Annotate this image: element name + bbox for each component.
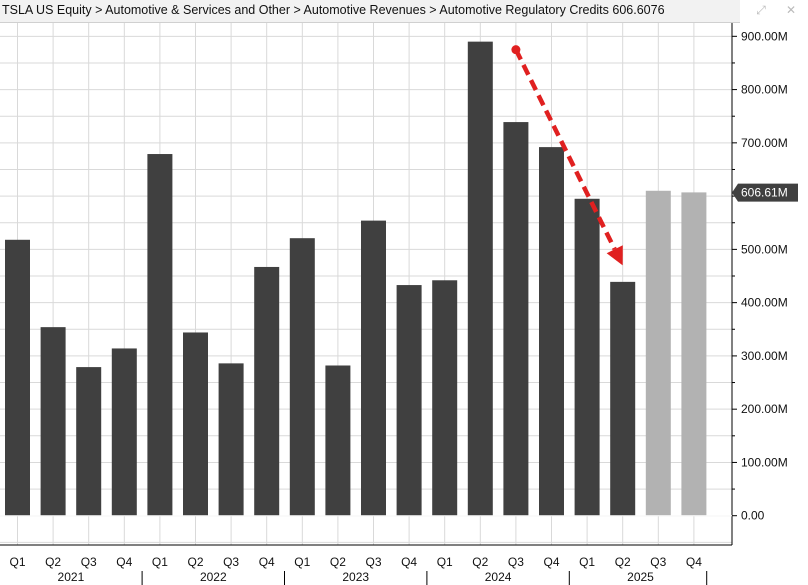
x-tick-label: Q1 (294, 555, 310, 569)
last-value-label: 606.61M (741, 186, 788, 200)
year-label: 2023 (342, 570, 369, 584)
year-label: 2022 (200, 570, 227, 584)
y-tick-label: 0.00 (741, 509, 765, 523)
bar (147, 154, 173, 516)
y-tick-label: 800.00M (741, 83, 788, 97)
x-tick-label: Q3 (81, 555, 97, 569)
x-tick-label: Q4 (686, 555, 702, 569)
bar (467, 41, 493, 516)
x-tick-label: Q4 (401, 555, 417, 569)
bar (539, 147, 564, 516)
y-tick-label: 300.00M (741, 349, 788, 363)
bar (396, 285, 422, 516)
x-tick-label: Q1 (152, 555, 168, 569)
bar (40, 327, 66, 516)
bar (432, 280, 458, 516)
y-tick-label: 700.00M (741, 136, 788, 150)
x-tick-label: Q3 (223, 555, 239, 569)
x-tick-label: Q1 (437, 555, 453, 569)
x-tick-label: Q1 (579, 555, 595, 569)
bar (503, 122, 529, 516)
bar (76, 367, 102, 516)
x-tick-label: Q2 (472, 555, 488, 569)
year-label: 2024 (485, 570, 512, 584)
y-tick-label: 400.00M (741, 296, 788, 310)
chart-title: TSLA US Equity > Automotive & Services a… (2, 3, 665, 17)
y-tick-label: 200.00M (741, 402, 788, 416)
x-tick-label: Q3 (508, 555, 524, 569)
year-label: 2025 (627, 570, 654, 584)
chart-title-bar: TSLA US Equity > Automotive & Services a… (0, 0, 796, 23)
bar (218, 363, 244, 516)
x-tick-label: Q2 (45, 555, 61, 569)
x-tick-label: Q2 (615, 555, 631, 569)
close-icon[interactable]: ✕ (785, 3, 797, 17)
y-tick-label: 900.00M (741, 29, 788, 43)
x-tick-label: Q4 (116, 555, 132, 569)
bar (361, 220, 386, 516)
x-tick-label: Q2 (330, 555, 346, 569)
last-value-badge (732, 183, 798, 202)
bar (111, 348, 137, 516)
bar (289, 238, 315, 516)
y-tick-label: 500.00M (741, 242, 788, 256)
x-tick-label: Q4 (259, 555, 275, 569)
estimate-bar (681, 192, 707, 516)
estimate-bar (645, 190, 671, 516)
x-tick-label: Q2 (187, 555, 203, 569)
bar (254, 266, 280, 516)
year-label: 2021 (58, 570, 85, 584)
trend-arrow-line (513, 48, 617, 251)
x-tick-label: Q1 (9, 555, 25, 569)
bar (574, 198, 600, 516)
y-tick-label: 100.00M (741, 455, 788, 469)
trend-arrow-head (606, 245, 623, 266)
bar (610, 281, 636, 516)
bar (5, 239, 30, 516)
bar (183, 332, 208, 516)
x-tick-label: Q3 (365, 555, 381, 569)
x-tick-label: Q3 (650, 555, 666, 569)
x-tick-label: Q4 (543, 555, 559, 569)
bar (325, 365, 351, 516)
expand-icon[interactable]: ⤢ (756, 3, 766, 17)
